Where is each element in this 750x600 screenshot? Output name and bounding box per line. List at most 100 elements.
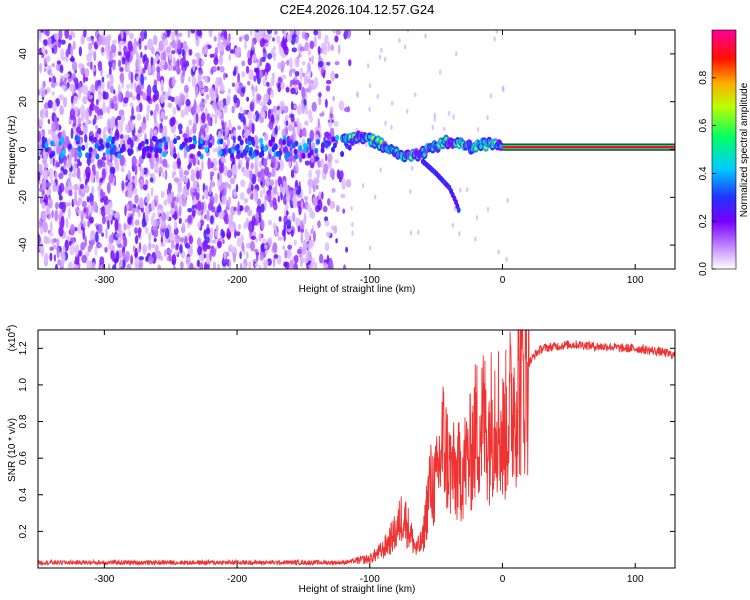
- heatmap-cell: [189, 262, 194, 269]
- heatmap-cell: [42, 152, 47, 160]
- heatmap-cell: [285, 192, 291, 203]
- heatmap-cell: [493, 36, 496, 42]
- heatmap-cell: [237, 72, 241, 83]
- heatmap-cell: [191, 209, 196, 217]
- heatmap-cell: [60, 166, 65, 172]
- heatmap-cell: [247, 135, 252, 142]
- heatmap-cell: [55, 81, 58, 87]
- heatmap-cell: [243, 131, 249, 139]
- heatmap-cell: [361, 183, 365, 189]
- heatmap-cell: [52, 101, 57, 112]
- heatmap-cell: [267, 53, 272, 60]
- heatmap-cell: [237, 125, 242, 130]
- heatmap-cell: [178, 237, 185, 243]
- snr-y-tick-label: 0.8: [18, 414, 29, 428]
- heatmap-cell: [89, 239, 94, 250]
- heatmap-cell: [283, 197, 286, 205]
- heatmap-cell: [242, 168, 247, 177]
- heatmap-cell: [348, 59, 352, 67]
- heatmap-cell: [282, 139, 287, 146]
- heatmap-cell: [314, 156, 320, 162]
- heatmap-cell: [83, 30, 87, 38]
- heatmap-cell: [185, 242, 191, 249]
- heatmap-cell: [119, 229, 124, 241]
- spectrogram-y-tick-label: 0: [18, 146, 29, 152]
- heatmap-cell: [177, 39, 182, 50]
- heatmap-cell: [197, 245, 202, 256]
- heatmap-cell: [272, 197, 277, 206]
- heatmap-cell: [205, 189, 209, 200]
- heatmap-cell: [130, 71, 134, 84]
- heatmap-cell: [131, 106, 134, 118]
- heatmap-cell: [127, 170, 132, 180]
- heatmap-cell: [137, 227, 141, 238]
- heatmap-cell: [176, 135, 181, 141]
- heatmap-cell: [158, 147, 163, 154]
- heatmap-cell: [329, 168, 335, 179]
- spectrogram-x-tick-label: -300: [94, 275, 114, 286]
- heatmap-cell: [297, 107, 301, 115]
- heatmap-cell: [313, 230, 316, 242]
- heatmap-cell: [310, 142, 316, 150]
- heatmap-cell: [170, 31, 175, 41]
- spectrogram-x-tick-label: 0: [500, 275, 506, 286]
- spectrogram-x-tick-label: -100: [360, 275, 380, 286]
- heatmap-cell: [120, 134, 124, 140]
- heatmap-cell: [272, 257, 276, 268]
- heatmap-cell: [64, 185, 69, 194]
- heatmap-cell: [82, 73, 86, 84]
- heatmap-cell: [80, 34, 85, 46]
- heatmap-cell: [208, 185, 212, 195]
- heatmap-cell: [317, 60, 324, 68]
- heatmap-cell: [107, 219, 110, 230]
- heatmap-cell: [320, 143, 325, 149]
- heatmap-cell: [184, 137, 189, 144]
- heatmap-cell: [211, 247, 217, 258]
- heatmap-cell: [140, 140, 145, 147]
- heatmap-cell: [406, 30, 410, 33]
- heatmap-cell: [323, 163, 329, 175]
- heatmap-cell: [54, 171, 58, 180]
- heatmap-cell: [351, 222, 354, 227]
- heatmap-cell: [121, 30, 124, 40]
- heatmap-cell: [80, 104, 85, 116]
- heatmap-cell: [109, 149, 114, 156]
- heatmap-cell: [391, 100, 394, 106]
- heatmap-cell: [497, 249, 500, 255]
- heatmap-cell: [142, 92, 148, 101]
- heatmap-cell: [157, 264, 162, 269]
- heatmap-cell: [259, 37, 265, 48]
- heatmap-cell: [134, 174, 138, 187]
- heatmap-cell: [232, 70, 237, 77]
- heatmap-cell: [173, 138, 177, 145]
- heatmap-cell: [178, 205, 182, 217]
- heatmap-cell: [98, 94, 102, 103]
- heatmap-cell: [272, 242, 278, 254]
- heatmap-cell: [127, 216, 132, 225]
- heatmap-cell: [260, 219, 265, 231]
- heatmap-cell: [300, 228, 305, 233]
- heatmap-cell: [489, 93, 493, 99]
- heatmap-cell: [263, 262, 268, 269]
- heatmap-cell: [296, 117, 300, 126]
- heatmap-cell: [318, 92, 322, 98]
- heatmap-cell: [317, 118, 320, 129]
- heatmap-cell: [142, 184, 148, 191]
- heatmap-cell: [278, 177, 281, 185]
- heatmap-cell: [104, 246, 108, 253]
- heatmap-cell: [163, 38, 169, 47]
- heatmap-cell: [227, 88, 231, 95]
- heatmap-cell: [46, 182, 52, 188]
- heatmap-cell: [208, 142, 213, 149]
- heatmap-cell: [296, 124, 300, 136]
- heatmap-cell: [306, 203, 311, 212]
- heatmap-cell: [225, 45, 231, 52]
- heatmap-cell: [49, 43, 53, 48]
- heatmap-cell: [118, 91, 123, 103]
- heatmap-cell: [162, 50, 167, 63]
- heatmap-cell: [181, 199, 187, 207]
- heatmap-cell: [119, 40, 125, 46]
- heatmap-cell: [218, 164, 224, 174]
- heatmap-cell: [43, 39, 48, 47]
- heatmap-cell: [53, 238, 57, 243]
